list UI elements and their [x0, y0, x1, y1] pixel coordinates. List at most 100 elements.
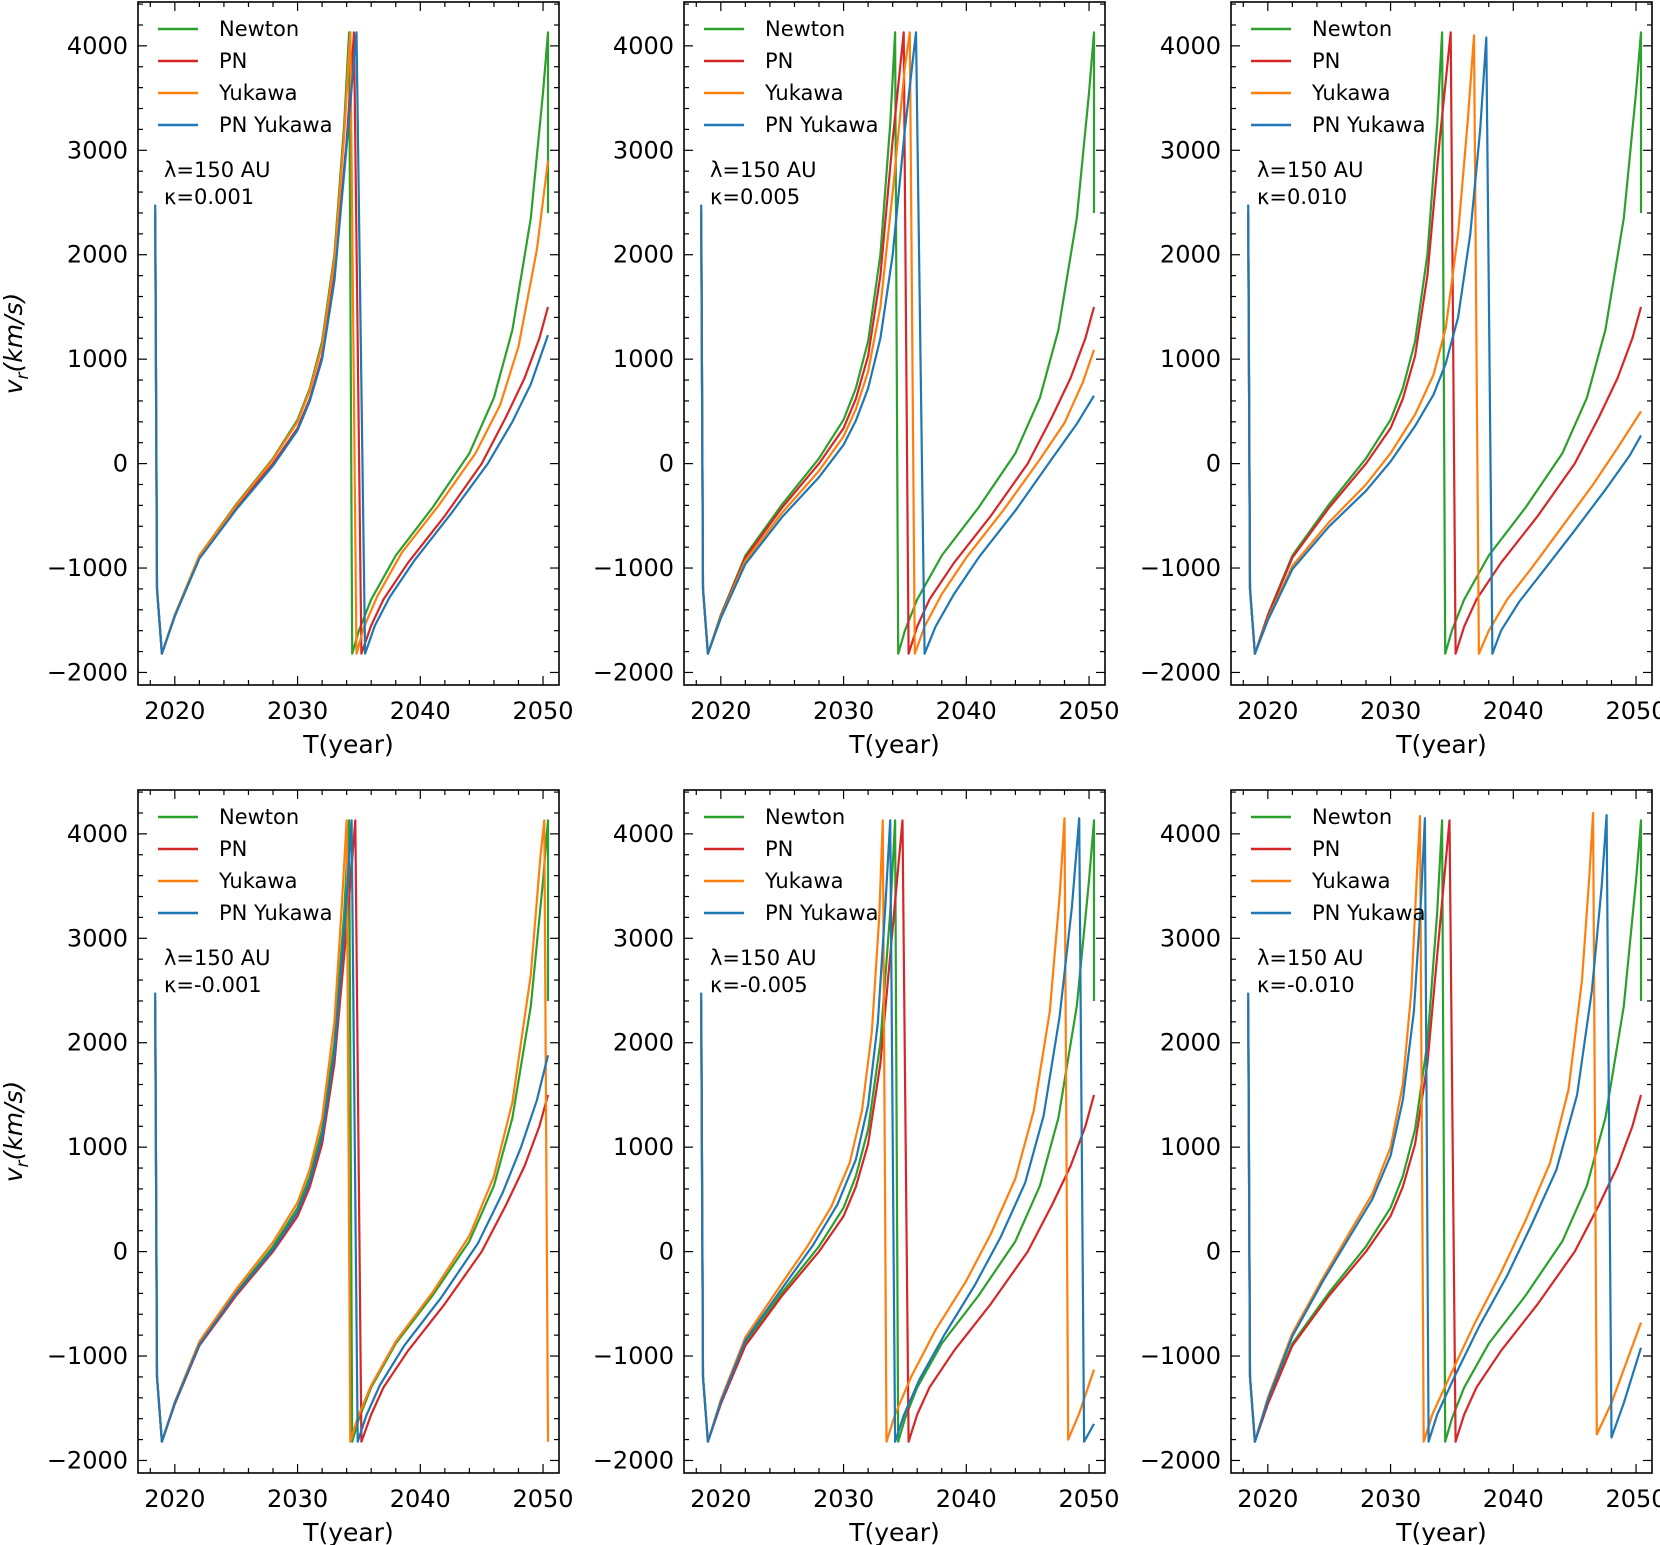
y-tick-label: 4000	[67, 32, 128, 60]
series-line-pn	[700, 819, 1096, 1443]
legend-entry: PN	[765, 49, 793, 73]
annotation-text: λ=150 AU	[164, 158, 271, 182]
series-line-yukawa	[1247, 811, 1643, 1443]
axes-frame	[683, 789, 1106, 1474]
chart-panel-3: 2020 2030 2040 2050 −2000 −1000 0 1000 2000 3000 4…	[1140, 1, 1660, 759]
y-tick-label: 3000	[613, 924, 674, 952]
legend-entry: Yukawa	[764, 869, 843, 893]
y-tick-label: −1000	[1140, 1342, 1221, 1370]
series-line-pn	[1247, 31, 1643, 655]
legend-entry: Yukawa	[1311, 81, 1390, 105]
x-tick-label: 2050	[1059, 1485, 1120, 1513]
legend-entry: Newton	[1312, 17, 1392, 41]
chart-panel-4: 2020 2030 2040 2050 −2000 −1000 0 1000 2000 3000 4…	[0, 789, 574, 1545]
legend-entry: PN	[1312, 837, 1340, 861]
x-tick-label: 2040	[1483, 1485, 1544, 1513]
series-line-newton	[700, 819, 1096, 1443]
annotation-text: κ=0.001	[164, 185, 254, 209]
x-tick-label: 2020	[144, 697, 205, 725]
y-tick-label: 1000	[613, 1133, 674, 1161]
y-tick-label: −1000	[593, 1342, 674, 1370]
y-tick-label: 3000	[67, 136, 128, 164]
y-label-symbol: v	[0, 378, 28, 394]
x-tick-label: 2050	[513, 1485, 574, 1513]
y-tick-label: 4000	[613, 820, 674, 848]
legend-entry: PN Yukawa	[1312, 901, 1425, 925]
x-axis-label: T(year)	[302, 730, 394, 759]
axes-frame	[1230, 789, 1653, 1474]
legend-entry: PN Yukawa	[765, 113, 878, 137]
legend-entry: Yukawa	[764, 81, 843, 105]
x-tick-label: 2030	[1360, 697, 1421, 725]
x-tick-label: 2040	[1483, 697, 1544, 725]
y-tick-label: −1000	[593, 554, 674, 582]
annotation-text: λ=150 AU	[164, 946, 271, 970]
y-tick-label: 2000	[613, 1029, 674, 1057]
x-tick-label: 2050	[1606, 1485, 1660, 1513]
legend-entry: Yukawa	[1311, 869, 1390, 893]
y-tick-label: 0	[1206, 1238, 1221, 1266]
legend-entry: Yukawa	[218, 869, 297, 893]
series-line-pn-yukawa	[1247, 36, 1642, 655]
y-tick-label: −1000	[47, 1342, 128, 1370]
x-axis-label: T(year)	[848, 730, 940, 759]
y-tick-label: 1000	[67, 345, 128, 373]
series-line-yukawa	[154, 819, 550, 1443]
legend-entry: Yukawa	[218, 81, 297, 105]
y-tick-label: −2000	[1140, 658, 1221, 686]
axes-frame	[1230, 1, 1653, 686]
chart-panel-1: 2020 2030 2040 2050 −2000 −1000 0 1000 2000 3000 4…	[0, 1, 574, 759]
y-tick-label: 0	[113, 1238, 128, 1266]
x-tick-label: 2020	[1237, 1485, 1298, 1513]
y-label-units: (km/s)	[0, 1081, 28, 1161]
y-tick-label: 1000	[1160, 1133, 1221, 1161]
x-axis-label: T(year)	[1395, 730, 1487, 759]
annotation-text: λ=150 AU	[710, 158, 817, 182]
series-line-pn	[1247, 819, 1643, 1443]
y-tick-label: 3000	[1160, 924, 1221, 952]
x-tick-label: 2040	[936, 1485, 997, 1513]
y-tick-label: 3000	[67, 924, 128, 952]
legend-entry: PN	[219, 49, 247, 73]
y-label-subscript: r	[13, 1160, 33, 1168]
series-line-pn-yukawa	[700, 31, 1095, 655]
series-line-pn-yukawa	[1247, 814, 1643, 1443]
axes-frame	[137, 789, 560, 1474]
series-line-newton	[700, 31, 1096, 655]
annotation-text: κ=0.010	[1257, 185, 1347, 209]
legend-entry: Newton	[219, 805, 299, 829]
y-tick-label: −2000	[47, 658, 128, 686]
axes-frame	[137, 1, 560, 686]
y-tick-label: −2000	[593, 1446, 674, 1474]
y-tick-label: 3000	[613, 136, 674, 164]
y-tick-label: 0	[659, 450, 674, 478]
annotation-text: λ=150 AU	[710, 946, 817, 970]
x-axis-label: T(year)	[848, 1518, 940, 1545]
x-tick-label: 2030	[813, 697, 874, 725]
annotation-text: κ=-0.005	[710, 973, 808, 997]
x-tick-label: 2040	[390, 697, 451, 725]
legend-entry: PN	[1312, 49, 1340, 73]
y-tick-label: 1000	[613, 345, 674, 373]
x-tick-label: 2050	[1059, 697, 1120, 725]
chart-panel-2: 2020 2030 2040 2050 −2000 −1000 0 1000 2000 3000 4…	[593, 1, 1120, 759]
y-tick-label: 2000	[613, 241, 674, 269]
x-tick-label: 2050	[513, 697, 574, 725]
legend-entry: PN Yukawa	[219, 901, 332, 925]
series-line-pn-yukawa	[154, 31, 550, 655]
x-axis-label: T(year)	[302, 1518, 394, 1545]
series-line-pn-yukawa	[154, 819, 550, 1443]
annotation-text: λ=150 AU	[1257, 158, 1364, 182]
series-line-pn-yukawa	[700, 817, 1095, 1443]
legend-entry: Newton	[765, 17, 845, 41]
y-tick-label: 0	[659, 1238, 674, 1266]
y-axis-label: vr(km/s)	[0, 293, 33, 395]
legend-entry: PN	[219, 837, 247, 861]
y-tick-label: 0	[113, 450, 128, 478]
annotation-text: κ=0.005	[710, 185, 800, 209]
x-tick-label: 2020	[690, 1485, 751, 1513]
x-axis-label: T(year)	[1395, 1518, 1487, 1545]
series-line-newton	[1247, 31, 1643, 655]
y-label-units: (km/s)	[0, 293, 28, 373]
